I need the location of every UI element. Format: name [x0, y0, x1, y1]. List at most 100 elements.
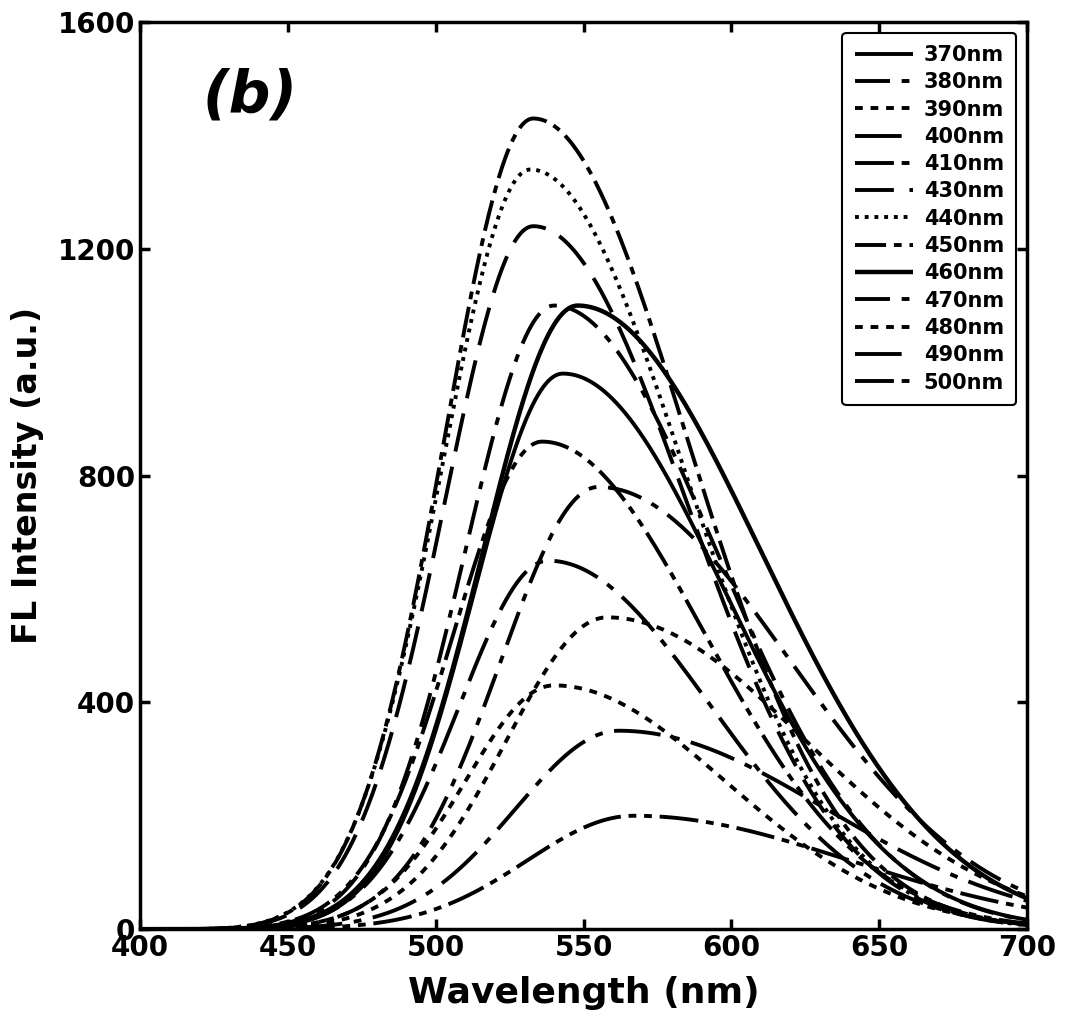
470nm [1050, 897, 1063, 910]
430nm [556, 232, 569, 244]
490nm [856, 824, 869, 836]
370nm [133, 923, 146, 935]
480nm [856, 787, 869, 799]
500nm [555, 833, 568, 845]
460nm [856, 736, 869, 748]
440nm [1050, 921, 1063, 933]
410nm [1050, 920, 1063, 932]
410nm [856, 853, 869, 865]
470nm [180, 923, 193, 935]
470nm [1023, 887, 1036, 900]
500nm [1023, 902, 1036, 914]
380nm [579, 311, 592, 324]
430nm [527, 221, 540, 233]
490nm [133, 923, 146, 935]
440nm [856, 849, 869, 862]
470nm [856, 750, 869, 763]
500nm [627, 810, 640, 822]
410nm [180, 923, 193, 935]
430nm [180, 923, 193, 935]
Line: 390nm: 390nm [140, 685, 1056, 929]
390nm [1050, 920, 1063, 932]
490nm [555, 753, 568, 766]
500nm [133, 923, 146, 935]
440nm [556, 180, 569, 192]
470nm [592, 481, 605, 493]
480nm [133, 923, 146, 935]
480nm [1050, 900, 1063, 912]
Y-axis label: FL Intensity (a.u.): FL Intensity (a.u.) [11, 307, 44, 644]
460nm [133, 923, 146, 935]
450nm [1024, 919, 1037, 931]
390nm [180, 923, 193, 935]
500nm [1050, 907, 1063, 919]
480nm [180, 923, 193, 935]
450nm [180, 923, 193, 935]
400nm [1024, 919, 1037, 931]
470nm [579, 485, 592, 497]
480nm [1024, 891, 1037, 904]
490nm [1050, 902, 1063, 914]
380nm [1024, 915, 1037, 927]
500nm [856, 859, 869, 871]
410nm [536, 436, 548, 448]
430nm [856, 852, 869, 864]
400nm [1023, 919, 1036, 931]
370nm [555, 368, 568, 380]
Line: 460nm: 460nm [140, 305, 1056, 929]
370nm [856, 821, 869, 833]
Line: 480nm: 480nm [140, 618, 1056, 929]
Line: 410nm: 410nm [140, 442, 1056, 929]
Line: 400nm: 400nm [140, 561, 1056, 929]
370nm [556, 368, 569, 380]
440nm [133, 923, 146, 935]
410nm [1023, 918, 1036, 930]
370nm [1050, 918, 1063, 930]
490nm [612, 725, 625, 737]
460nm [555, 308, 568, 321]
390nm [1024, 918, 1037, 930]
X-axis label: Wavelength (nm): Wavelength (nm) [408, 976, 760, 1010]
490nm [180, 923, 193, 935]
380nm [1023, 915, 1036, 927]
390nm [547, 679, 560, 691]
380nm [133, 923, 146, 935]
Line: 380nm: 380nm [140, 305, 1056, 929]
410nm [133, 923, 146, 935]
450nm [579, 159, 592, 172]
470nm [555, 512, 568, 524]
450nm [1023, 919, 1036, 931]
410nm [1024, 918, 1037, 930]
440nm [579, 212, 592, 225]
480nm [555, 642, 568, 654]
Line: 430nm: 430nm [140, 227, 1056, 929]
430nm [1050, 921, 1063, 933]
380nm [180, 923, 193, 935]
380nm [856, 820, 869, 832]
400nm [579, 565, 592, 577]
390nm [133, 923, 146, 935]
390nm [556, 680, 569, 692]
Line: 370nm: 370nm [140, 374, 1056, 929]
470nm [133, 923, 146, 935]
400nm [856, 866, 869, 878]
Line: 440nm: 440nm [140, 169, 1056, 929]
460nm [579, 300, 592, 312]
430nm [579, 260, 592, 273]
450nm [856, 840, 869, 853]
370nm [1024, 914, 1037, 926]
500nm [1024, 903, 1037, 915]
460nm [1050, 903, 1063, 915]
460nm [1024, 893, 1037, 906]
500nm [180, 923, 193, 935]
430nm [1023, 919, 1036, 931]
400nm [542, 554, 555, 567]
370nm [180, 923, 193, 935]
380nm [1050, 918, 1063, 930]
440nm [524, 163, 537, 176]
450nm [133, 923, 146, 935]
Line: 500nm: 500nm [140, 816, 1056, 929]
460nm [180, 923, 193, 935]
Line: 470nm: 470nm [140, 487, 1056, 929]
440nm [1024, 919, 1037, 931]
